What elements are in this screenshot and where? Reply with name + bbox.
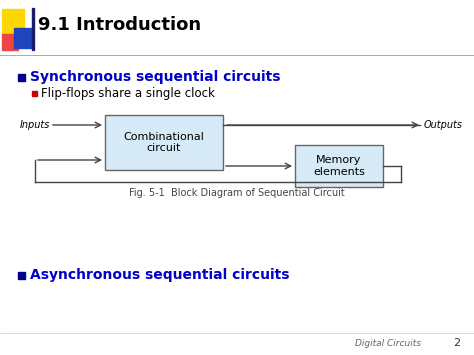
Bar <box>18 74 25 81</box>
Bar <box>14 28 32 48</box>
Text: Memory
elements: Memory elements <box>313 155 365 177</box>
Bar <box>295 145 383 187</box>
Text: 2: 2 <box>454 338 461 348</box>
Bar <box>32 91 37 96</box>
Text: Synchronous sequential circuits: Synchronous sequential circuits <box>30 70 281 84</box>
Bar <box>2 9 24 37</box>
Text: Inputs: Inputs <box>20 120 50 130</box>
Text: 9.1 Introduction: 9.1 Introduction <box>38 16 201 34</box>
Bar <box>2 34 18 50</box>
Bar <box>32 8 34 50</box>
Text: Fig. 5-1  Block Diagram of Sequential Circuit: Fig. 5-1 Block Diagram of Sequential Cir… <box>129 188 345 198</box>
Text: Asynchronous sequential circuits: Asynchronous sequential circuits <box>30 268 290 282</box>
Text: Combinational
circuit: Combinational circuit <box>124 132 204 153</box>
Text: Flip-flops share a single clock: Flip-flops share a single clock <box>41 87 215 99</box>
Bar <box>105 115 223 170</box>
Text: Outputs: Outputs <box>424 120 463 130</box>
Text: Digital Circuits: Digital Circuits <box>355 339 421 348</box>
Bar <box>18 272 25 279</box>
